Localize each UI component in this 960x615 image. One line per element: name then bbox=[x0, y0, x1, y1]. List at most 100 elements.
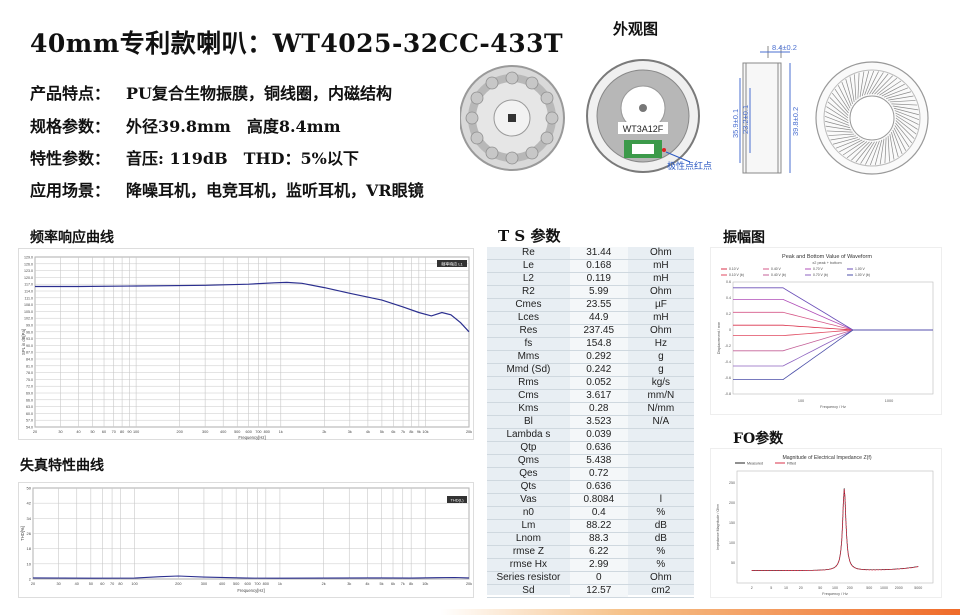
diaphragm-spoke bbox=[888, 95, 914, 101]
amp-y-tick: -0.8 bbox=[725, 392, 731, 396]
ts-param-unit: mH bbox=[627, 272, 694, 286]
ts-param-unit: Ohm bbox=[627, 247, 694, 260]
ts-param-value: 0.28 bbox=[569, 402, 628, 416]
fr-x-tick: 1k bbox=[279, 430, 283, 434]
amp-y-tick: 0.2 bbox=[726, 312, 731, 316]
ts-param-unit bbox=[627, 480, 694, 494]
fo-chart: Magnitude of Electrical Impedance Z(f) Me… bbox=[710, 448, 942, 598]
diaphragm-spoke bbox=[857, 72, 860, 99]
ts-row: Cms 3.617 mm/N bbox=[487, 389, 694, 403]
ts-param-unit: µF bbox=[627, 298, 694, 312]
diaphragm-spoke bbox=[889, 134, 895, 160]
ts-param-unit: mH bbox=[627, 311, 694, 325]
fr-y-tick: 54.0 bbox=[26, 426, 33, 430]
fr-x-tick: 8k bbox=[409, 430, 413, 434]
thd-curve bbox=[32, 575, 470, 579]
fr-y-label: SPL in dB[Pa] bbox=[21, 329, 26, 355]
amp-plot-area bbox=[732, 281, 934, 395]
diaphragm-spoke bbox=[839, 139, 863, 153]
amp-y-tick: -0.2 bbox=[725, 344, 731, 348]
fo-x-tick: 2000 bbox=[895, 586, 903, 590]
thd-x-tick: 800 bbox=[263, 582, 269, 586]
ts-param-unit: % bbox=[627, 545, 694, 559]
fr-x-tick: 5k bbox=[380, 430, 384, 434]
diaphragm-spoke bbox=[851, 141, 870, 161]
diaphragm-spoke bbox=[874, 75, 893, 95]
ts-row: L2 0.119 mH bbox=[487, 272, 694, 286]
fr-y-tick: 93.0 bbox=[26, 337, 33, 341]
fo-x-tick: 5 bbox=[770, 586, 772, 590]
ts-param-value: 0.4 bbox=[569, 506, 628, 520]
ts-row: Kms 0.28 N/mm bbox=[487, 402, 694, 416]
fo-x-tick: 2 bbox=[751, 586, 753, 590]
amp-legend-label: 1.00 V bbox=[855, 267, 866, 271]
thd-x-tick: 8k bbox=[409, 582, 413, 586]
fr-y-tick: 123.0 bbox=[24, 269, 33, 273]
fr-x-tick: 100 bbox=[133, 430, 139, 434]
diaphragm-spoke bbox=[846, 141, 868, 159]
ts-row: Bl 3.523 N/A bbox=[487, 415, 694, 429]
fr-y-tick: 111.0 bbox=[25, 296, 33, 300]
ts-param-unit bbox=[627, 428, 694, 442]
speaker-side-drawing bbox=[739, 46, 791, 174]
spec-applications: 应用场景： 降噪耳机，电竞耳机，监听耳机，VR眼镜 bbox=[30, 181, 424, 200]
diaphragm-spoke bbox=[829, 97, 849, 116]
diaphragm-drawing bbox=[815, 61, 929, 175]
ts-param-value: 3.523 bbox=[569, 415, 628, 429]
thd-y-tick: 34 bbox=[27, 516, 32, 521]
ts-param-name: Lnom bbox=[487, 532, 570, 546]
diaphragm-spoke bbox=[892, 129, 903, 155]
thd-x-tick: 7k bbox=[401, 582, 405, 586]
diaphragm-spoke bbox=[895, 115, 918, 130]
diaphragm-spoke bbox=[891, 132, 899, 158]
speaker-front-photo bbox=[460, 65, 565, 171]
ts-param-name: Qes bbox=[487, 467, 570, 481]
ts-row: Lces 44.9 mH bbox=[487, 311, 694, 325]
amplitude-title: 振幅图 bbox=[723, 230, 765, 246]
thd-y-tick: 50 bbox=[27, 486, 32, 491]
diaphragm-spoke bbox=[860, 141, 875, 164]
diaphragm-spoke bbox=[876, 77, 898, 95]
amplitude-chart: Peak and Bottom Value of Waveform x2 peak… bbox=[710, 247, 942, 415]
diaphragm-spoke bbox=[887, 135, 890, 162]
fr-legend-text: 频率响应 L1 bbox=[441, 261, 463, 267]
thd-x-tick: 2k bbox=[322, 582, 326, 586]
amp-y-tick: 0.6 bbox=[726, 280, 731, 284]
ts-row: Rms 0.052 kg/s bbox=[487, 376, 694, 390]
ts-param-unit: l bbox=[627, 493, 694, 507]
diaphragm-spoke bbox=[891, 103, 918, 106]
polarity-note: 极性点红点 bbox=[667, 160, 712, 172]
fr-y-tick: 81.0 bbox=[26, 364, 33, 368]
diaphragm-spoke bbox=[832, 137, 858, 145]
amp-x-label: Frequency / Hz bbox=[820, 405, 846, 409]
fr-x-tick: 200 bbox=[176, 430, 182, 434]
diaphragm-spoke bbox=[854, 74, 857, 101]
ts-row: n0 0.4% bbox=[487, 506, 694, 520]
diaphragm-spoke bbox=[865, 141, 878, 165]
ts-param-unit: kg/s bbox=[627, 376, 694, 390]
fo-x-tick: 500 bbox=[866, 586, 872, 590]
amp-chart-subtitle: x2 peak + bottom bbox=[812, 261, 841, 265]
diaphragm-spoke bbox=[826, 106, 849, 121]
ts-param-value: 0.72 bbox=[569, 467, 628, 481]
diaphragm-spoke bbox=[834, 88, 850, 111]
fo-y-tick: 250 bbox=[729, 481, 735, 485]
fr-y-tick: 105.0 bbox=[24, 310, 33, 314]
fo-x-label: Frequency / Hz bbox=[822, 592, 848, 596]
ts-param-name: Rms bbox=[487, 376, 570, 390]
thd-x-tick: 6k bbox=[391, 582, 395, 586]
ts-param-value: 0.242 bbox=[569, 363, 628, 377]
ts-row: Cmes 23.55 µF bbox=[487, 298, 694, 312]
ts-param-name: Lm bbox=[487, 519, 570, 533]
diaphragm-spoke bbox=[861, 71, 870, 97]
thd-y-label: THD[%] bbox=[20, 526, 25, 541]
fo-y-tick: 100 bbox=[729, 541, 735, 545]
ts-param-value: 44.9 bbox=[569, 311, 628, 325]
diaphragm-spoke bbox=[881, 83, 905, 97]
ts-param-name: Series resistor bbox=[487, 571, 570, 585]
fr-curve bbox=[35, 281, 470, 333]
diaphragm-spoke bbox=[871, 73, 889, 95]
amp-y-label: Displacement / mm bbox=[717, 322, 721, 355]
ts-param-value: 0.168 bbox=[569, 259, 628, 273]
amp-legend-label: 0.70 V (b) bbox=[813, 273, 828, 277]
